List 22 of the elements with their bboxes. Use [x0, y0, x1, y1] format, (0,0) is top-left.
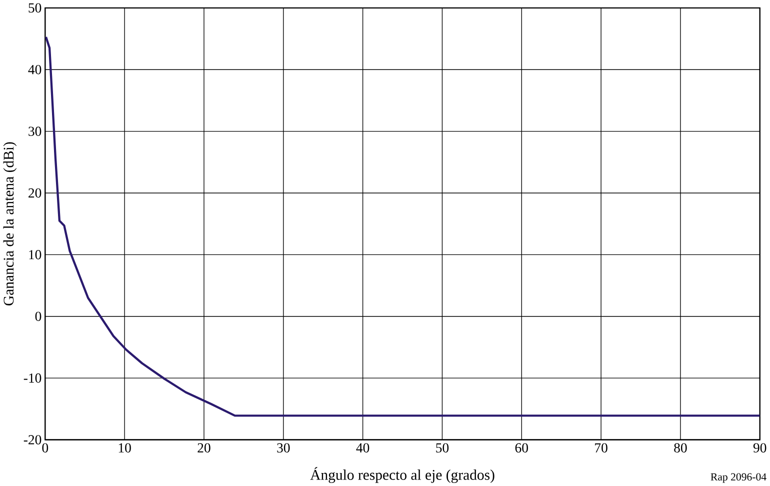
- y-axis-title: Ganancia de la antena (dBi): [3, 142, 17, 306]
- x-tick-label: 60: [515, 443, 528, 452]
- x-tick-label: 90: [753, 443, 766, 452]
- y-tick-label: -20: [24, 435, 42, 444]
- x-tick-label: 40: [356, 443, 370, 452]
- x-tick-label: 30: [277, 443, 290, 452]
- x-tick-label: 80: [674, 443, 687, 452]
- y-tick-label: 0: [35, 312, 42, 321]
- x-tick-label: 70: [595, 443, 608, 452]
- x-tick-label: 50: [436, 443, 449, 452]
- x-axis-title: Ángulo respecto al eje (grados): [310, 467, 494, 483]
- y-tick-label: 20: [28, 188, 42, 198]
- y-tick-label: 40: [28, 64, 42, 74]
- y-tick-label: 50: [28, 3, 42, 12]
- x-tick-label: 20: [198, 443, 210, 452]
- x-tick-label: 10: [118, 443, 131, 452]
- y-tick-label: 10: [29, 250, 42, 260]
- line-series: [45, 36, 760, 417]
- x-tick-label: 0: [42, 443, 48, 452]
- y-tick-label: -10: [24, 373, 42, 383]
- text: Rap 2096-04: [710, 473, 766, 483]
- y-tick-label: 30: [28, 126, 42, 136]
